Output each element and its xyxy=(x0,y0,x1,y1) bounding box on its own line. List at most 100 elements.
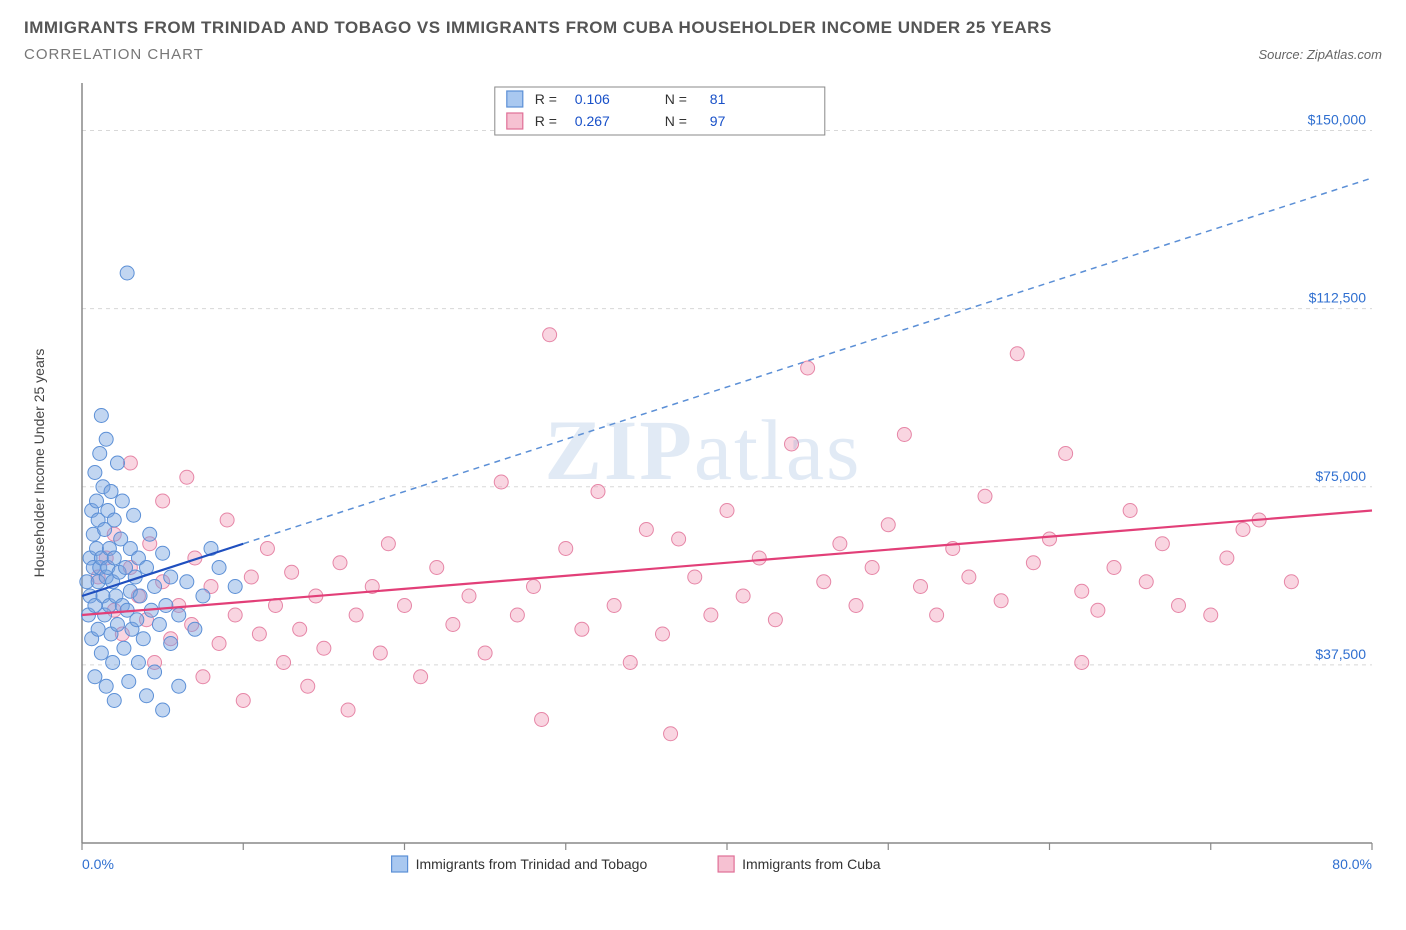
data-point xyxy=(120,266,134,280)
data-point xyxy=(1172,599,1186,613)
data-point xyxy=(122,675,136,689)
data-point xyxy=(607,599,621,613)
data-point xyxy=(817,575,831,589)
data-point xyxy=(180,470,194,484)
data-point xyxy=(591,485,605,499)
data-point xyxy=(527,580,541,594)
data-point xyxy=(1123,504,1137,518)
data-point xyxy=(228,580,242,594)
data-point xyxy=(623,656,637,670)
data-point xyxy=(1010,347,1024,361)
data-point xyxy=(127,508,141,522)
data-point xyxy=(94,646,108,660)
data-point xyxy=(704,608,718,622)
data-point xyxy=(897,428,911,442)
legend-swatch xyxy=(718,856,734,872)
data-point xyxy=(994,594,1008,608)
data-point xyxy=(110,618,124,632)
legend-swatch xyxy=(507,113,523,129)
chart-svg: $37,500$75,000$112,500$150,0000.0%80.0%H… xyxy=(24,73,1382,893)
data-point xyxy=(88,670,102,684)
data-point xyxy=(535,713,549,727)
data-point xyxy=(752,551,766,565)
data-point xyxy=(1220,551,1234,565)
data-point xyxy=(1139,575,1153,589)
data-point xyxy=(99,432,113,446)
stats-r-val: 0.267 xyxy=(575,113,610,129)
data-point xyxy=(559,542,573,556)
data-point xyxy=(277,656,291,670)
data-point xyxy=(107,551,121,565)
data-point xyxy=(220,513,234,527)
data-point xyxy=(349,608,363,622)
data-point xyxy=(333,556,347,570)
data-point xyxy=(1107,561,1121,575)
data-point xyxy=(159,599,173,613)
data-point xyxy=(93,447,107,461)
data-point xyxy=(172,608,186,622)
data-point xyxy=(1284,575,1298,589)
data-point xyxy=(228,608,242,622)
data-point xyxy=(1204,608,1218,622)
data-point xyxy=(188,622,202,636)
stats-r-val: 0.106 xyxy=(575,91,610,107)
data-point xyxy=(785,437,799,451)
stats-n-val: 97 xyxy=(710,113,726,129)
data-point xyxy=(543,328,557,342)
data-point xyxy=(196,589,210,603)
data-point xyxy=(1155,537,1169,551)
data-point xyxy=(462,589,476,603)
data-point xyxy=(865,561,879,575)
data-point xyxy=(212,637,226,651)
data-point xyxy=(115,494,129,508)
data-point xyxy=(99,679,113,693)
data-point xyxy=(130,613,144,627)
data-point xyxy=(849,599,863,613)
data-point xyxy=(236,694,250,708)
data-point xyxy=(180,575,194,589)
data-point xyxy=(244,570,258,584)
stats-r-key: R = xyxy=(535,91,557,107)
page-title: IMMIGRANTS FROM TRINIDAD AND TOBAGO VS I… xyxy=(24,18,1052,37)
data-point xyxy=(430,561,444,575)
data-point xyxy=(293,622,307,636)
data-point xyxy=(107,513,121,527)
data-point xyxy=(133,589,147,603)
stats-n-key: N = xyxy=(665,113,687,129)
data-point xyxy=(106,656,120,670)
y-tick-label: $75,000 xyxy=(1315,468,1366,484)
data-point xyxy=(110,456,124,470)
data-point xyxy=(978,489,992,503)
data-point xyxy=(664,727,678,741)
data-point xyxy=(196,670,210,684)
data-point xyxy=(131,656,145,670)
data-point xyxy=(172,679,186,693)
data-point xyxy=(881,518,895,532)
data-point xyxy=(123,456,137,470)
data-point xyxy=(930,608,944,622)
data-point xyxy=(962,570,976,584)
stats-r-key: R = xyxy=(535,113,557,129)
data-point xyxy=(301,679,315,693)
data-point xyxy=(148,580,162,594)
data-point xyxy=(720,504,734,518)
data-point xyxy=(494,475,508,489)
data-point xyxy=(1091,603,1105,617)
data-point xyxy=(1075,584,1089,598)
page-subtitle: CORRELATION CHART xyxy=(24,46,204,63)
data-point xyxy=(1043,532,1057,546)
data-point xyxy=(90,494,104,508)
data-point xyxy=(672,532,686,546)
data-point xyxy=(478,646,492,660)
data-point xyxy=(414,670,428,684)
y-tick-label: $37,500 xyxy=(1315,646,1366,662)
y-tick-label: $112,500 xyxy=(1309,290,1367,306)
data-point xyxy=(285,565,299,579)
data-point xyxy=(88,466,102,480)
data-point xyxy=(381,537,395,551)
source-attribution: Source: ZipAtlas.com xyxy=(1258,47,1382,62)
data-point xyxy=(833,537,847,551)
data-point xyxy=(152,618,166,632)
data-point xyxy=(212,561,226,575)
data-point xyxy=(140,689,154,703)
